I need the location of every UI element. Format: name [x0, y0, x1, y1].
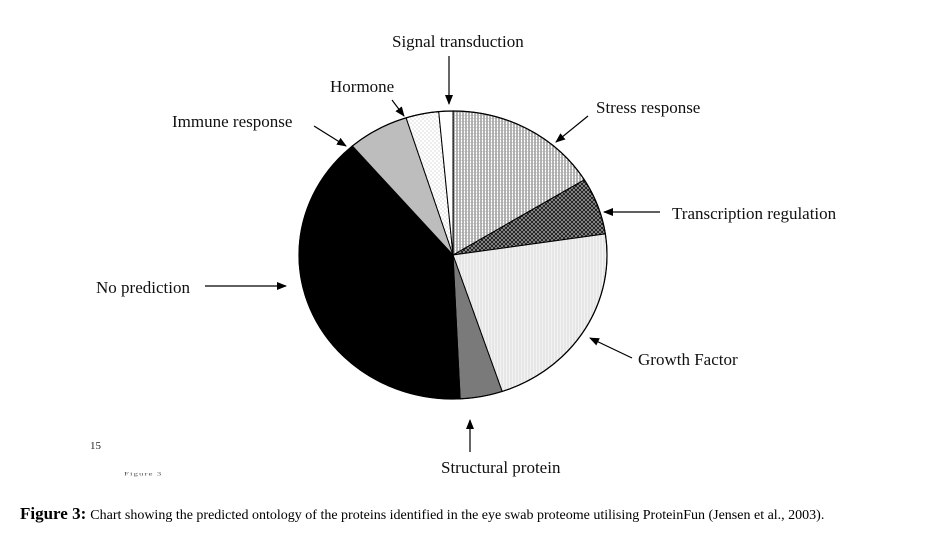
label-hormone: Hormone — [330, 77, 394, 96]
label-transcription-regulation: Transcription regulation — [672, 204, 837, 223]
label-arrows — [205, 56, 660, 452]
label-stress-response: Stress response — [596, 98, 700, 117]
figure-caption: Figure 3: Chart showing the predicted on… — [20, 504, 930, 524]
label-immune-response: Immune response — [172, 112, 292, 131]
pie-outline — [298, 110, 608, 400]
arrow-growth-factor — [589, 337, 633, 359]
arrow-immune-response — [313, 125, 347, 147]
caption-label: Figure 3: — [20, 504, 87, 523]
page-number: 15 — [90, 440, 101, 452]
label-no-prediction: No prediction — [96, 278, 190, 297]
pie-slices — [298, 110, 608, 400]
arrow-stress-response — [555, 115, 589, 143]
slice-labels: Stress response Transcription regulation G… — [96, 32, 837, 477]
caption-text: Chart showing the predicted ontology of … — [90, 508, 825, 523]
scan-artifact-text: Figure 3 — [124, 471, 163, 477]
pie-chart: Stress response Transcription regulation G… — [96, 32, 837, 477]
label-structural-protein: Structural protein — [441, 458, 561, 477]
label-signal-transduction: Signal transduction — [392, 32, 524, 51]
label-growth-factor: Growth Factor — [638, 350, 738, 369]
arrow-hormone — [391, 99, 405, 117]
